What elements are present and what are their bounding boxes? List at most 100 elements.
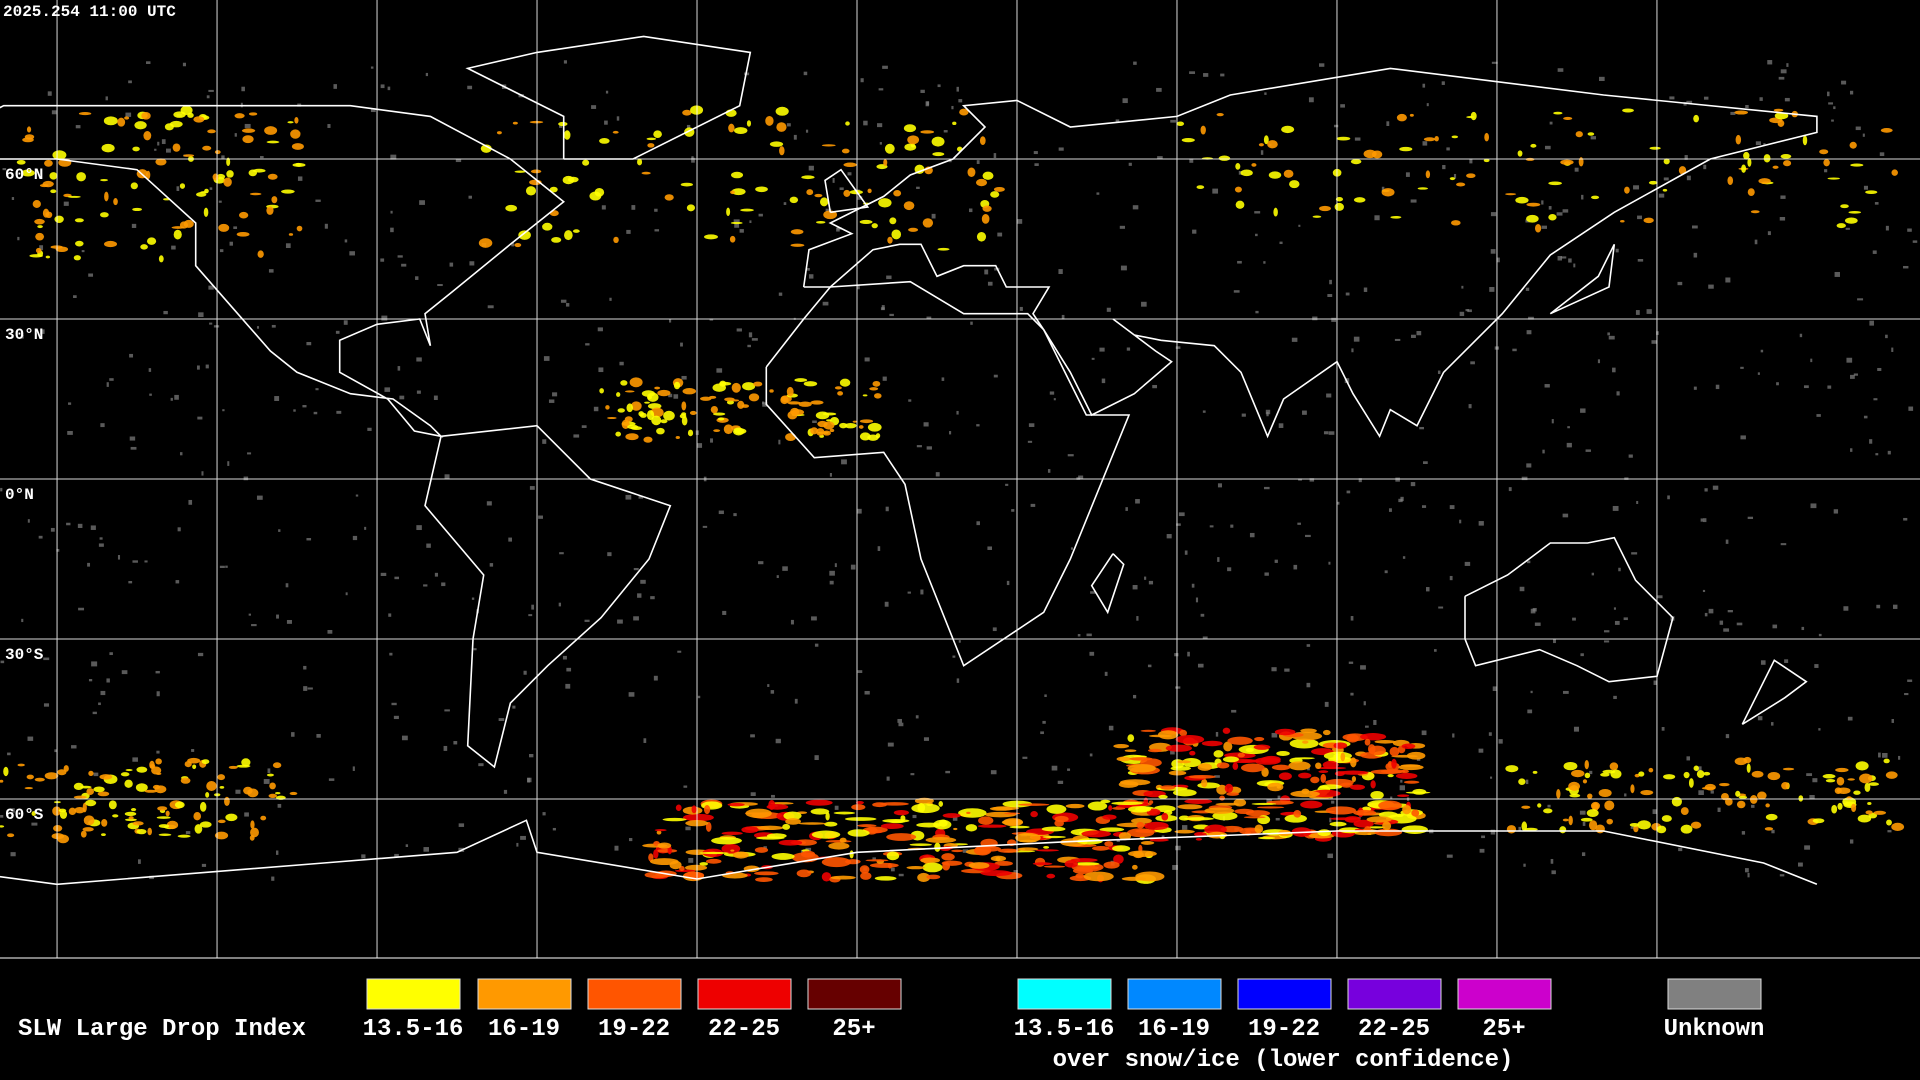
cloud-patch [1411, 809, 1420, 817]
cloud-patch [1315, 762, 1322, 769]
cloud-pixel [637, 593, 642, 598]
cloud-patch [1484, 132, 1489, 142]
cloud-patch [287, 121, 294, 124]
cloud-pixel [303, 665, 307, 670]
cloud-pixel [1175, 686, 1181, 689]
cloud-patch [525, 186, 537, 196]
cloud-pixel [0, 487, 3, 492]
cloud-patch [1401, 743, 1416, 750]
cloud-patch [1336, 136, 1351, 141]
cloud-patch [288, 233, 294, 236]
cloud-patch [1318, 770, 1329, 773]
cloud-patch [1254, 737, 1265, 742]
cloud-pixel [327, 124, 331, 128]
cloud-patch [663, 410, 675, 421]
cloud-patch [1837, 802, 1843, 810]
cloud-patch [1683, 771, 1690, 779]
cloud-patch [982, 171, 994, 180]
cloud-patch [1204, 807, 1235, 814]
legend-swatch [1457, 978, 1552, 1010]
cloud-patch [1350, 159, 1362, 165]
cloud-patch [1224, 783, 1234, 793]
cloud-pixel [1402, 556, 1406, 559]
cloud-patch [505, 204, 518, 212]
cloud-patch [154, 785, 167, 794]
cloud-patch [726, 400, 735, 405]
cloud-pixel [47, 91, 52, 96]
cloud-pixel [71, 745, 77, 749]
cloud-pixel [1051, 765, 1058, 771]
cloud-pixel [825, 208, 832, 213]
cloud-pixel [117, 555, 121, 560]
cloud-patch [1258, 836, 1276, 840]
cloud-pixel [388, 613, 392, 617]
cloud-patch [478, 238, 493, 248]
cloud-patch [1227, 736, 1253, 745]
cloud-patch [778, 839, 803, 846]
cloud-patch [1451, 220, 1461, 226]
cloud-pixel [1148, 580, 1154, 585]
cloud-pixel [205, 364, 209, 369]
cloud-patch [1891, 822, 1905, 832]
cloud-patch [93, 786, 105, 793]
cloud-pixel [1755, 141, 1761, 146]
cloud-pixel [68, 402, 72, 405]
cloud-pixel [794, 698, 798, 704]
cloud-patch [1366, 816, 1392, 823]
cloud-patch [529, 120, 544, 124]
cloud-pixel [1751, 804, 1755, 808]
cloud-patch [1196, 185, 1205, 190]
cloud-pixel [40, 329, 45, 334]
cloud-pixel [1853, 373, 1858, 376]
cloud-pixel [316, 734, 321, 738]
cloud-pixel [291, 732, 295, 737]
cloud-patch [1149, 734, 1172, 738]
cloud-pixel [1708, 284, 1714, 289]
cloud-patch [733, 851, 749, 859]
legend-swatch [807, 978, 902, 1010]
cloud-pixel [286, 619, 292, 624]
cloud-pixel [1692, 225, 1698, 229]
cloud-patch [871, 223, 878, 229]
cloud-pixel [27, 736, 34, 741]
cloud-patch [50, 189, 57, 194]
cloud-pixel [1233, 290, 1240, 293]
cloud-patch [514, 243, 522, 248]
cloud-pixel [1877, 367, 1882, 371]
cloud-pixel [1089, 651, 1095, 656]
cloud-patch [1353, 819, 1374, 828]
cloud-patch [17, 763, 25, 767]
cloud-patch [1258, 143, 1264, 147]
cloud-patch [1867, 802, 1872, 805]
cloud-pixel [157, 141, 160, 146]
legend-title: SLW Large Drop Index [18, 1016, 306, 1043]
cloud-patch [730, 849, 735, 852]
cloud-patch [1405, 791, 1431, 794]
cloud-pixel [887, 742, 894, 747]
cloud-patch [179, 183, 186, 189]
cloud-pixel [638, 495, 643, 499]
cloud-pixel [941, 377, 945, 381]
cloud-patch [74, 218, 84, 223]
cloud-patch [754, 847, 769, 853]
cloud-pixel [1157, 156, 1163, 159]
cloud-patch [260, 815, 267, 821]
cloud-pixel [1174, 653, 1179, 657]
cloud-patch [290, 129, 301, 139]
cloud-pixel [1841, 80, 1847, 85]
cloud-pixel [1686, 756, 1691, 761]
cloud-patch [852, 420, 858, 423]
cloud-patch [1741, 164, 1747, 173]
cloud-patch [113, 198, 118, 206]
cloud-pixel [155, 670, 160, 674]
cloud-patch [629, 377, 643, 388]
cloud-patch [1584, 772, 1591, 779]
cloud-pixel [227, 461, 230, 466]
cloud-patch [1149, 838, 1169, 842]
cloud-patch [612, 130, 619, 134]
cloud-pixel [654, 229, 660, 232]
cloud-patch [723, 424, 734, 435]
cloud-patch [248, 112, 258, 116]
cloud-patch [1382, 821, 1392, 831]
